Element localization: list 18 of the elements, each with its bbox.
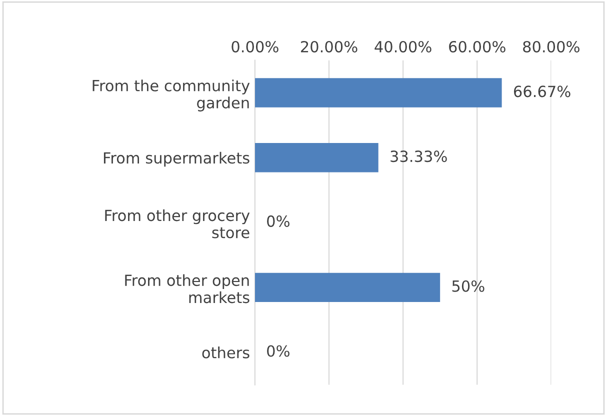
bar bbox=[254, 272, 440, 302]
y-tick-label: From other open markets bbox=[125, 274, 250, 304]
y-tick-label: From the community garden bbox=[92, 80, 250, 112]
bar bbox=[254, 78, 502, 108]
x-tick-label: 20.00% bbox=[300, 40, 358, 52]
x-tick-label: 0.00% bbox=[232, 40, 278, 52]
x-tick-label: 80.00% bbox=[523, 40, 580, 52]
y-tick-label: From supermarkets bbox=[104, 152, 250, 167]
x-tick-label: 60.00% bbox=[449, 40, 506, 52]
data-label: 66.67% bbox=[514, 86, 570, 98]
data-label: 50% bbox=[452, 280, 484, 292]
y-tick-label: From other grocery store bbox=[105, 209, 250, 238]
data-label: 33.33% bbox=[390, 150, 447, 162]
bar bbox=[254, 143, 378, 172]
data-label: 0% bbox=[267, 215, 290, 227]
x-tick-label: 40.00% bbox=[374, 40, 432, 52]
y-tick-label: others bbox=[202, 346, 250, 358]
data-label: 0% bbox=[267, 345, 290, 357]
